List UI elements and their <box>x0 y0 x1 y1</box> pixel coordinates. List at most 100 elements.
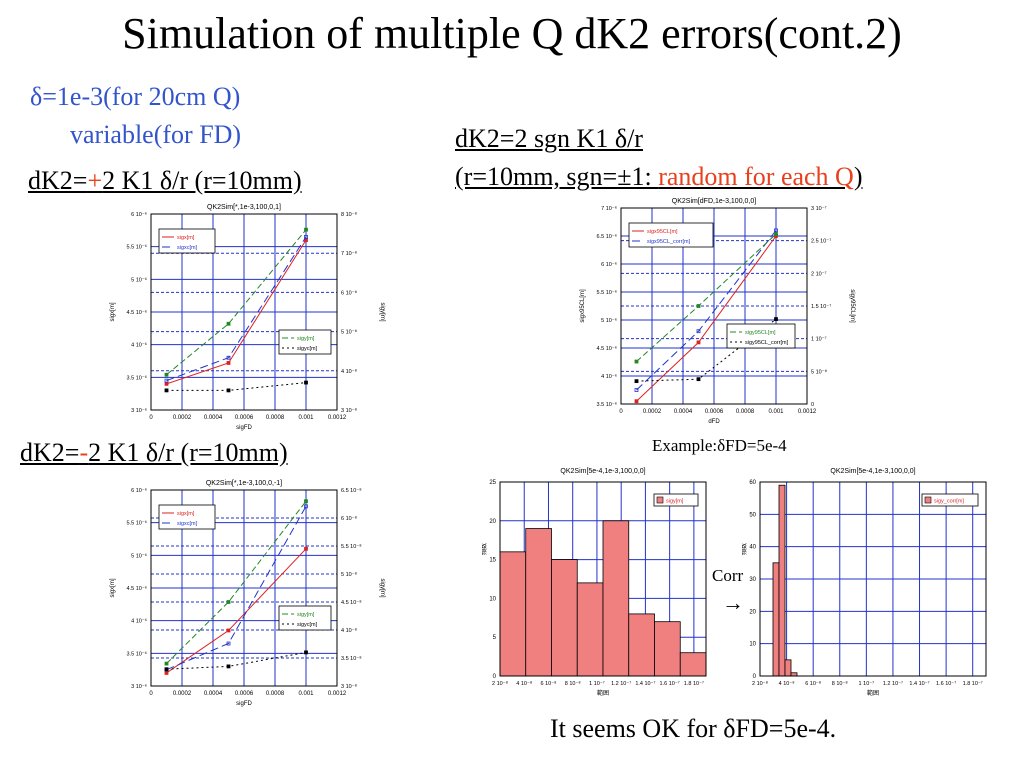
x-tick-label: 0.0012 <box>328 691 347 697</box>
y-tick-label: 0 <box>753 674 757 680</box>
histogram-bar <box>628 613 655 677</box>
y-tick-label: 10 <box>489 596 496 602</box>
sgn-part-c: ) <box>853 162 863 191</box>
y-left-tick-label: 3.5 10⁻⁶ <box>597 401 617 408</box>
data-point <box>164 388 169 393</box>
y-left-tick-label: 4.5 10⁻⁶ <box>597 345 617 352</box>
plot-frame <box>499 481 707 677</box>
minus-sign: - <box>79 438 89 467</box>
x-tick-label: 6 10⁻⁸ <box>541 680 557 687</box>
histogram-bar <box>576 582 604 677</box>
plot-frame <box>150 489 338 687</box>
y-right-tick-label: 2 10⁻⁷ <box>811 270 827 277</box>
y-tick-label: 5 <box>493 635 497 641</box>
y-tick-label: 10 <box>749 642 756 648</box>
data-point <box>696 304 701 308</box>
conclusion: It seems OK for δFD=5e-4. <box>550 714 837 743</box>
x-tick-label: 6 10⁻⁸ <box>805 680 821 687</box>
chart-title: QK2Sim[5e-4,1e-3,100,0,0] <box>560 468 645 475</box>
legend-box <box>653 493 699 507</box>
x-tick-label: 1.2 10⁻⁷ <box>611 680 631 687</box>
y-right-tick-label: 6.5 10⁻⁸ <box>341 487 362 494</box>
y-left-tick-label: 7 10⁻⁶ <box>601 205 617 212</box>
series-line <box>166 382 307 391</box>
histogram-bar <box>551 559 578 677</box>
plus-prefix: dK2= <box>28 166 88 195</box>
x-tick-label: 1 10⁻⁷ <box>589 680 605 687</box>
legend-swatch <box>656 496 664 504</box>
y-right-tick-label: 1 10⁻⁷ <box>811 336 827 343</box>
x-tick-label: 0.0012 <box>328 415 347 421</box>
data-point <box>164 381 169 386</box>
x-tick-label: 4 10⁻⁸ <box>516 680 532 687</box>
y-right-tick-label: 6 10⁻⁸ <box>341 515 357 522</box>
legend-label: sigx[m] <box>177 511 195 517</box>
minus-suffix: 2 K1 δ/r (r=10mm) <box>88 438 288 467</box>
x-axis-label: dFD <box>708 419 720 425</box>
x-tick-label: 0.0002 <box>643 409 662 415</box>
y-left-tick-label: 5 10⁻⁶ <box>131 552 147 559</box>
y-right-tick-label: 5.5 10⁻⁸ <box>341 543 362 550</box>
x-axis-label: sigFD <box>236 701 252 707</box>
x-axis-label: 範囲 <box>867 689 879 697</box>
x-tick-label: 0.0006 <box>235 415 254 421</box>
data-point <box>634 399 639 404</box>
plus-sign: + <box>87 166 103 195</box>
series-line <box>166 500 307 664</box>
x-tick-label: 0.0012 <box>798 409 817 415</box>
chart-sgn: QK2Sim[dFD,1e-3,100,0,0] 0 0.0002 0.0004 0.0… <box>580 198 855 425</box>
delta-line-1: δ=1e-3(for 20cm Q) <box>30 82 241 111</box>
x-tick-label: 0.0008 <box>266 691 285 697</box>
x-tick-label: 0.001 <box>768 409 784 415</box>
y-right-tick-label: 0 <box>811 402 814 408</box>
y-left-tick-label: 4.5 10⁻⁶ <box>127 585 147 592</box>
legend-label: sigyc[m] <box>297 346 318 352</box>
y-tick-label: 60 <box>749 480 756 486</box>
data-point <box>304 234 308 239</box>
y-left-tick-label: 4 10⁻⁶ <box>601 373 617 380</box>
x-tick-label: 0.0004 <box>204 415 223 421</box>
data-point <box>226 628 231 633</box>
y-right-tick-label: 2.5 10⁻⁷ <box>811 238 831 245</box>
legend-label: sigx95CL[m] <box>647 229 678 235</box>
histogram-bar <box>784 659 792 677</box>
y-left-tick-label: 3 10⁻⁶ <box>131 683 147 690</box>
data-point <box>164 667 169 672</box>
legend-label: sigx[m] <box>177 235 195 241</box>
slide-title: Simulation of multiple Q dK2 errors(cont… <box>122 9 902 58</box>
example-label: Example:δFD=5e-4 <box>652 436 787 455</box>
sgn-heading-1: dK2=2 sgn K1 δ/r <box>455 124 643 153</box>
sgn-heading-2: (r=10mm, sgn=±1: random for each Q) <box>455 162 863 192</box>
plus-heading: dK2=+2 K1 δ/r (r=10mm) <box>28 166 302 196</box>
legend-label: sigy[m] <box>297 336 315 342</box>
plot-frame <box>620 207 808 405</box>
x-tick-label: 1.2 10⁻⁷ <box>883 680 903 687</box>
legend-box <box>726 323 796 349</box>
chart-title: QK2Sim[*,1e-3,100,0,1] <box>207 204 281 211</box>
data-point <box>696 329 701 334</box>
y-left-tick-label: 5 10⁻⁶ <box>601 317 617 324</box>
x-tick-label: 8 10⁻⁸ <box>832 680 848 687</box>
x-tick-label: 0.0006 <box>235 691 254 697</box>
x-tick-label: 0.0004 <box>674 409 693 415</box>
series-line <box>636 230 777 391</box>
y-tick-label: 50 <box>749 512 756 518</box>
chart-title: QK2Sim[*,1e-3,100,0,-1] <box>206 480 282 487</box>
y-left-tick-label: 6 10⁻⁶ <box>601 261 617 268</box>
data-point <box>226 388 231 393</box>
y-right-tick-label: 5 10⁻⁸ <box>341 329 357 336</box>
y-left-axis-label: sigx[m] <box>110 302 116 321</box>
y-right-tick-label: 3 10⁻⁷ <box>811 205 827 212</box>
histogram-bar <box>778 484 786 677</box>
y-right-tick-label: 6 10⁻⁸ <box>341 289 357 296</box>
y-left-tick-label: 4.5 10⁻⁶ <box>127 309 147 316</box>
data-point <box>226 664 231 669</box>
histogram-bar <box>525 528 552 677</box>
data-point <box>774 232 778 237</box>
legend-box <box>158 228 216 254</box>
plot-frame <box>150 213 338 411</box>
chart-plus: QK2Sim[*,1e-3,100,0,1] 0 0.0002 0.0004 0.000… <box>110 204 385 431</box>
series-line <box>166 651 307 670</box>
legend-label: sigy95CL_corr[m] <box>745 340 789 346</box>
corr-arrow: → <box>722 590 744 615</box>
